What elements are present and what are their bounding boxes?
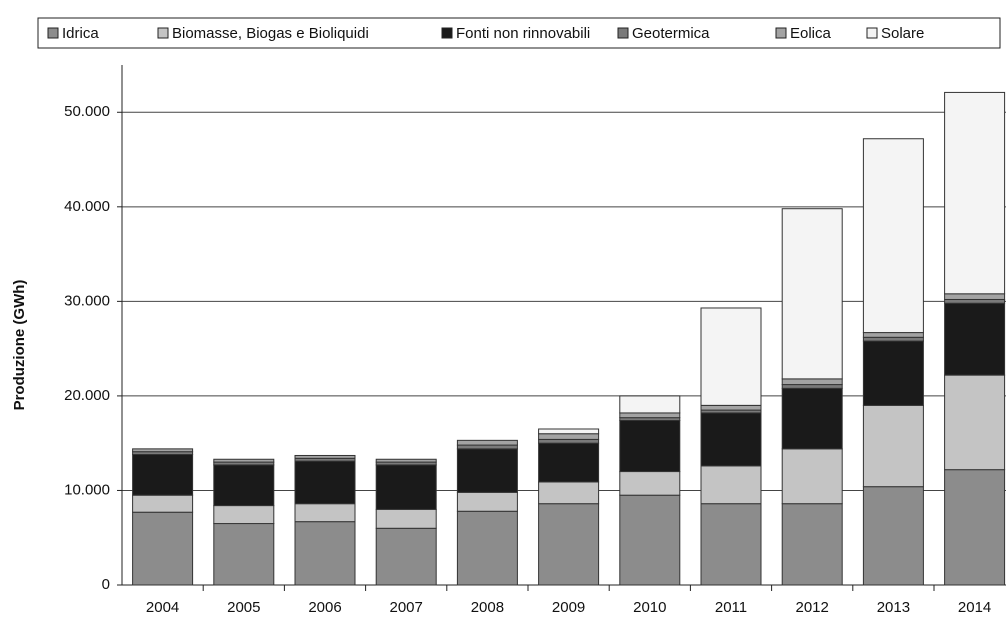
bar-segment: [538, 481, 600, 505]
bar-segment: [862, 486, 924, 586]
x-tick-label: 2014: [958, 599, 991, 616]
bar-segment: [213, 464, 275, 507]
legend-swatch: [775, 27, 787, 39]
bar-segment: [781, 387, 843, 450]
bar-segment: [132, 494, 194, 513]
bar-segment: [538, 442, 600, 483]
x-tick-label: 2004: [146, 599, 179, 616]
bar-segment: [538, 503, 600, 586]
bar-segment: [781, 448, 843, 505]
bar-segment: [781, 384, 843, 389]
bar-segment: [781, 378, 843, 386]
x-tick-label: 2009: [552, 599, 585, 616]
x-tick-label: 2010: [633, 599, 666, 616]
bar-segment: [213, 458, 275, 463]
bar-segment: [294, 454, 356, 459]
bar-segment: [944, 469, 1006, 586]
bar-segment: [700, 307, 762, 406]
bar-segment: [132, 511, 194, 586]
bar-segment: [944, 293, 1006, 300]
legend-swatch: [157, 27, 169, 39]
legend-swatch: [47, 27, 59, 39]
bar-segment: [294, 460, 356, 505]
bar-segment: [538, 428, 600, 435]
bar-segment: [375, 464, 437, 510]
bar-segment: [456, 439, 518, 446]
bar-segment: [456, 448, 518, 493]
legend-label: Biomasse, Biogas e Bioliquidi: [172, 25, 369, 42]
legend-swatch: [441, 27, 453, 39]
legend-label: Solare: [881, 25, 924, 42]
bar-segment: [862, 404, 924, 488]
bar-segment: [700, 404, 762, 411]
bar-segment: [375, 527, 437, 586]
bar-segment: [456, 491, 518, 512]
bar-segment: [700, 465, 762, 505]
bar-segment: [619, 395, 681, 414]
y-tick-label: 20.000: [64, 387, 110, 404]
bar-segment: [862, 340, 924, 406]
bar-segment: [456, 510, 518, 586]
x-tick-label: 2007: [390, 599, 423, 616]
legend-box: [37, 17, 1001, 49]
bar-segment: [944, 302, 1006, 376]
bar-segment: [781, 503, 843, 586]
bar-segment: [781, 208, 843, 380]
x-tick-label: 2011: [715, 599, 747, 616]
bar-segment: [862, 332, 924, 338]
bar-segment: [700, 412, 762, 467]
bar-segment: [538, 438, 600, 444]
y-axis-label: Produzione (GWh): [11, 280, 28, 411]
y-tick-label: 50.000: [64, 103, 110, 120]
x-tick-label: 2012: [796, 599, 829, 616]
bar-segment: [132, 448, 194, 453]
bar-segment: [294, 521, 356, 586]
bar-segment: [944, 91, 1006, 295]
y-tick-label: 0: [102, 576, 110, 593]
bar-segment: [619, 412, 681, 419]
y-tick-label: 40.000: [64, 198, 110, 215]
legend-label: Idrica: [62, 25, 99, 42]
bar-segment: [619, 471, 681, 496]
y-tick-label: 10.000: [64, 481, 110, 498]
x-tick-label: 2006: [308, 599, 341, 616]
x-tick-label: 2008: [471, 599, 504, 616]
bar-segment: [375, 458, 437, 463]
legend-swatch: [866, 27, 878, 39]
legend-swatch: [617, 27, 629, 39]
bar-segment: [944, 298, 1006, 304]
x-tick-label: 2013: [877, 599, 910, 616]
legend-label: Eolica: [790, 25, 832, 42]
legend-label: Fonti non rinnovabili: [456, 25, 590, 42]
x-tick-label: 2005: [227, 599, 260, 616]
bar-segment: [538, 433, 600, 440]
bar-segment: [862, 336, 924, 342]
bar-segment: [619, 419, 681, 473]
bar-segment: [619, 494, 681, 586]
bar-segment: [213, 523, 275, 586]
bar-segment: [213, 505, 275, 525]
y-tick-label: 30.000: [64, 292, 110, 309]
bar-segment: [700, 503, 762, 586]
bar-segment: [944, 374, 1006, 471]
bar-segment: [862, 138, 924, 334]
bar-segment: [294, 503, 356, 523]
bar-segment: [456, 444, 518, 450]
legend-label: Geotermica: [632, 25, 710, 42]
bar-segment: [132, 454, 194, 496]
bar-segment: [375, 508, 437, 529]
